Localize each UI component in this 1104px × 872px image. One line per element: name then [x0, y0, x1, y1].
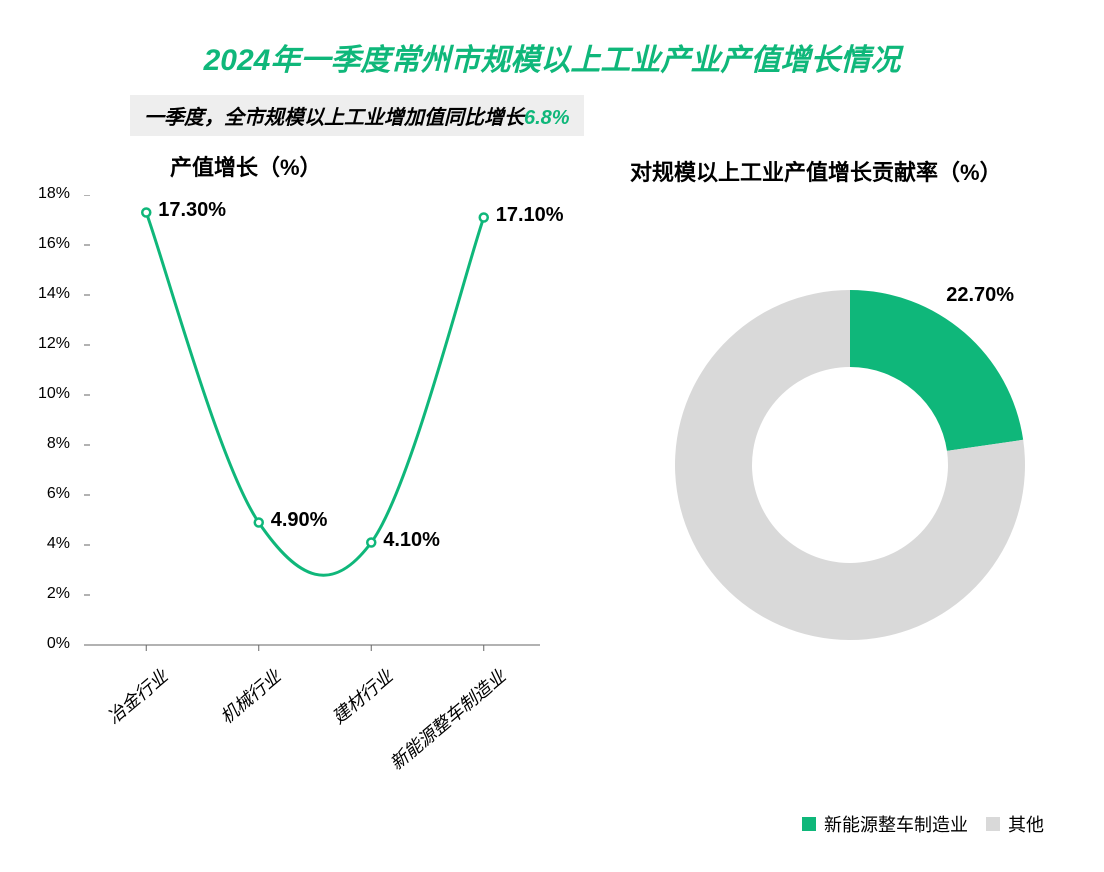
y-tick-label: 16%: [25, 235, 70, 253]
donut-chart-title: 对规模以上工业产值增长贡献率（%）: [630, 155, 1002, 187]
line-chart-title: 产值增长（%）: [170, 150, 322, 182]
data-label: 4.10%: [383, 529, 440, 552]
data-marker: [142, 209, 150, 217]
subtitle-bar: 一季度，全市规模以上工业增加值同比增长6.8%: [130, 95, 584, 136]
legend-swatch-0: [802, 817, 816, 831]
legend-label-1: 其他: [1008, 811, 1044, 837]
data-label: 17.10%: [496, 204, 564, 227]
legend-swatch-1: [986, 817, 1000, 831]
data-marker: [255, 519, 263, 527]
data-label: 4.90%: [271, 509, 328, 532]
data-marker: [480, 214, 488, 222]
y-tick-label: 6%: [25, 485, 70, 503]
y-tick-label: 4%: [25, 535, 70, 553]
donut-value-label: 22.70%: [946, 284, 1014, 307]
y-tick-label: 12%: [25, 335, 70, 353]
legend-label-0: 新能源整车制造业: [824, 811, 968, 837]
y-tick-label: 0%: [25, 635, 70, 653]
line-chart: 0%2%4%6%8%10%12%14%16%18%冶金行业机械行业建材行业新能源…: [25, 195, 585, 815]
main-title: 2024年一季度常州市规模以上工业产业产值增长情况: [0, 35, 1104, 79]
subtitle-highlight: 6.8%: [524, 107, 570, 129]
y-tick-label: 14%: [25, 285, 70, 303]
y-tick-label: 10%: [25, 385, 70, 403]
y-tick-label: 2%: [25, 585, 70, 603]
y-tick-label: 18%: [25, 185, 70, 203]
data-label: 17.30%: [158, 199, 226, 222]
subtitle-prefix: 一季度，全市规模以上工业增加值同比增长: [144, 107, 524, 129]
data-marker: [367, 539, 375, 547]
legend: 新能源整车制造业 其他: [802, 811, 1044, 837]
y-tick-label: 8%: [25, 435, 70, 453]
donut-chart: 22.70%: [640, 240, 1060, 660]
donut-slice-0: [850, 290, 1023, 451]
